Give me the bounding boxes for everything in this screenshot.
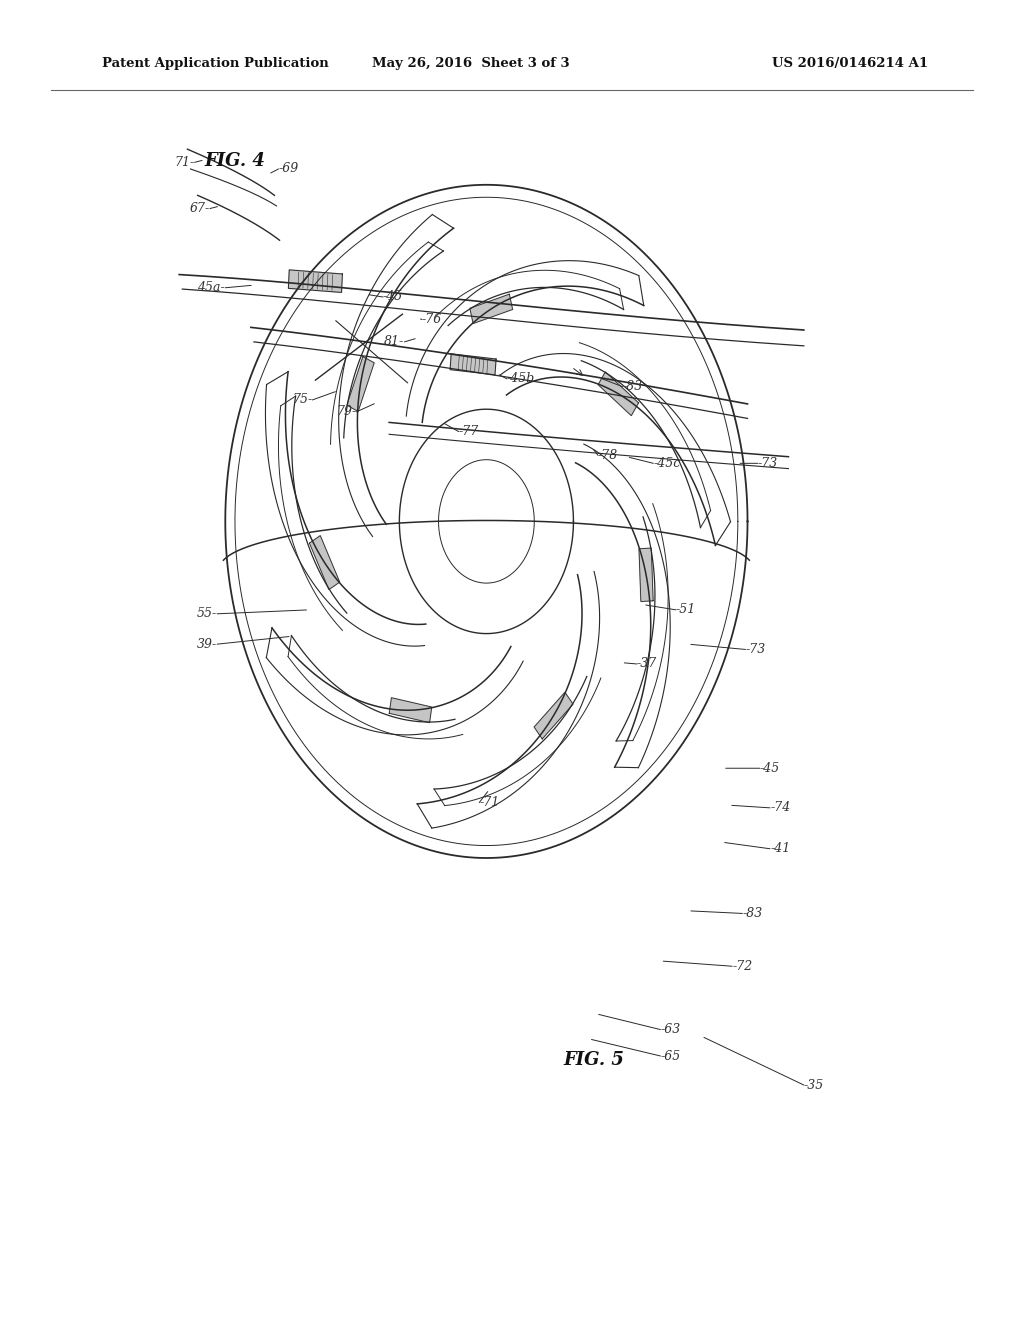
Text: -73: -73 bbox=[758, 457, 778, 470]
Text: -69: -69 bbox=[279, 162, 299, 176]
Text: 71-: 71- bbox=[174, 156, 195, 169]
Text: FIG. 4: FIG. 4 bbox=[205, 152, 265, 170]
Text: -78: -78 bbox=[598, 449, 618, 462]
Text: FIG. 5: FIG. 5 bbox=[563, 1051, 624, 1069]
Text: -77: -77 bbox=[459, 425, 479, 438]
Text: -72: -72 bbox=[732, 960, 753, 973]
Polygon shape bbox=[639, 548, 653, 602]
Text: -76: -76 bbox=[422, 313, 442, 326]
Text: US 2016/0146214 A1: US 2016/0146214 A1 bbox=[772, 57, 928, 70]
Text: May 26, 2016  Sheet 3 of 3: May 26, 2016 Sheet 3 of 3 bbox=[373, 57, 569, 70]
Polygon shape bbox=[535, 692, 573, 739]
Polygon shape bbox=[451, 354, 496, 375]
Polygon shape bbox=[389, 698, 432, 722]
Text: -63: -63 bbox=[660, 1023, 681, 1036]
Text: -71: -71 bbox=[479, 796, 500, 809]
Text: -45: -45 bbox=[383, 290, 403, 304]
Text: -65: -65 bbox=[660, 1049, 681, 1063]
Text: -35: -35 bbox=[804, 1078, 824, 1092]
Text: -45b: -45b bbox=[507, 372, 536, 385]
Text: -51: -51 bbox=[676, 603, 696, 616]
Text: 79-: 79- bbox=[336, 405, 356, 418]
Polygon shape bbox=[470, 294, 513, 323]
Polygon shape bbox=[309, 536, 340, 590]
Text: 67-: 67- bbox=[189, 202, 210, 215]
Text: -73: -73 bbox=[745, 643, 766, 656]
Text: 39-: 39- bbox=[197, 638, 217, 651]
Text: 75-: 75- bbox=[292, 393, 312, 407]
Text: -45: -45 bbox=[760, 762, 780, 775]
Text: -74: -74 bbox=[770, 801, 791, 814]
Polygon shape bbox=[598, 372, 639, 416]
Polygon shape bbox=[289, 269, 342, 293]
Text: -41: -41 bbox=[770, 842, 791, 855]
Text: -83: -83 bbox=[623, 380, 643, 393]
Polygon shape bbox=[347, 356, 374, 412]
Text: -83: -83 bbox=[742, 907, 763, 920]
Text: -45c: -45c bbox=[653, 457, 681, 470]
Text: 55-: 55- bbox=[197, 607, 217, 620]
Text: -37: -37 bbox=[637, 657, 657, 671]
Text: 81-: 81- bbox=[384, 335, 404, 348]
Text: Patent Application Publication: Patent Application Publication bbox=[102, 57, 329, 70]
Text: 45a-: 45a- bbox=[198, 281, 225, 294]
